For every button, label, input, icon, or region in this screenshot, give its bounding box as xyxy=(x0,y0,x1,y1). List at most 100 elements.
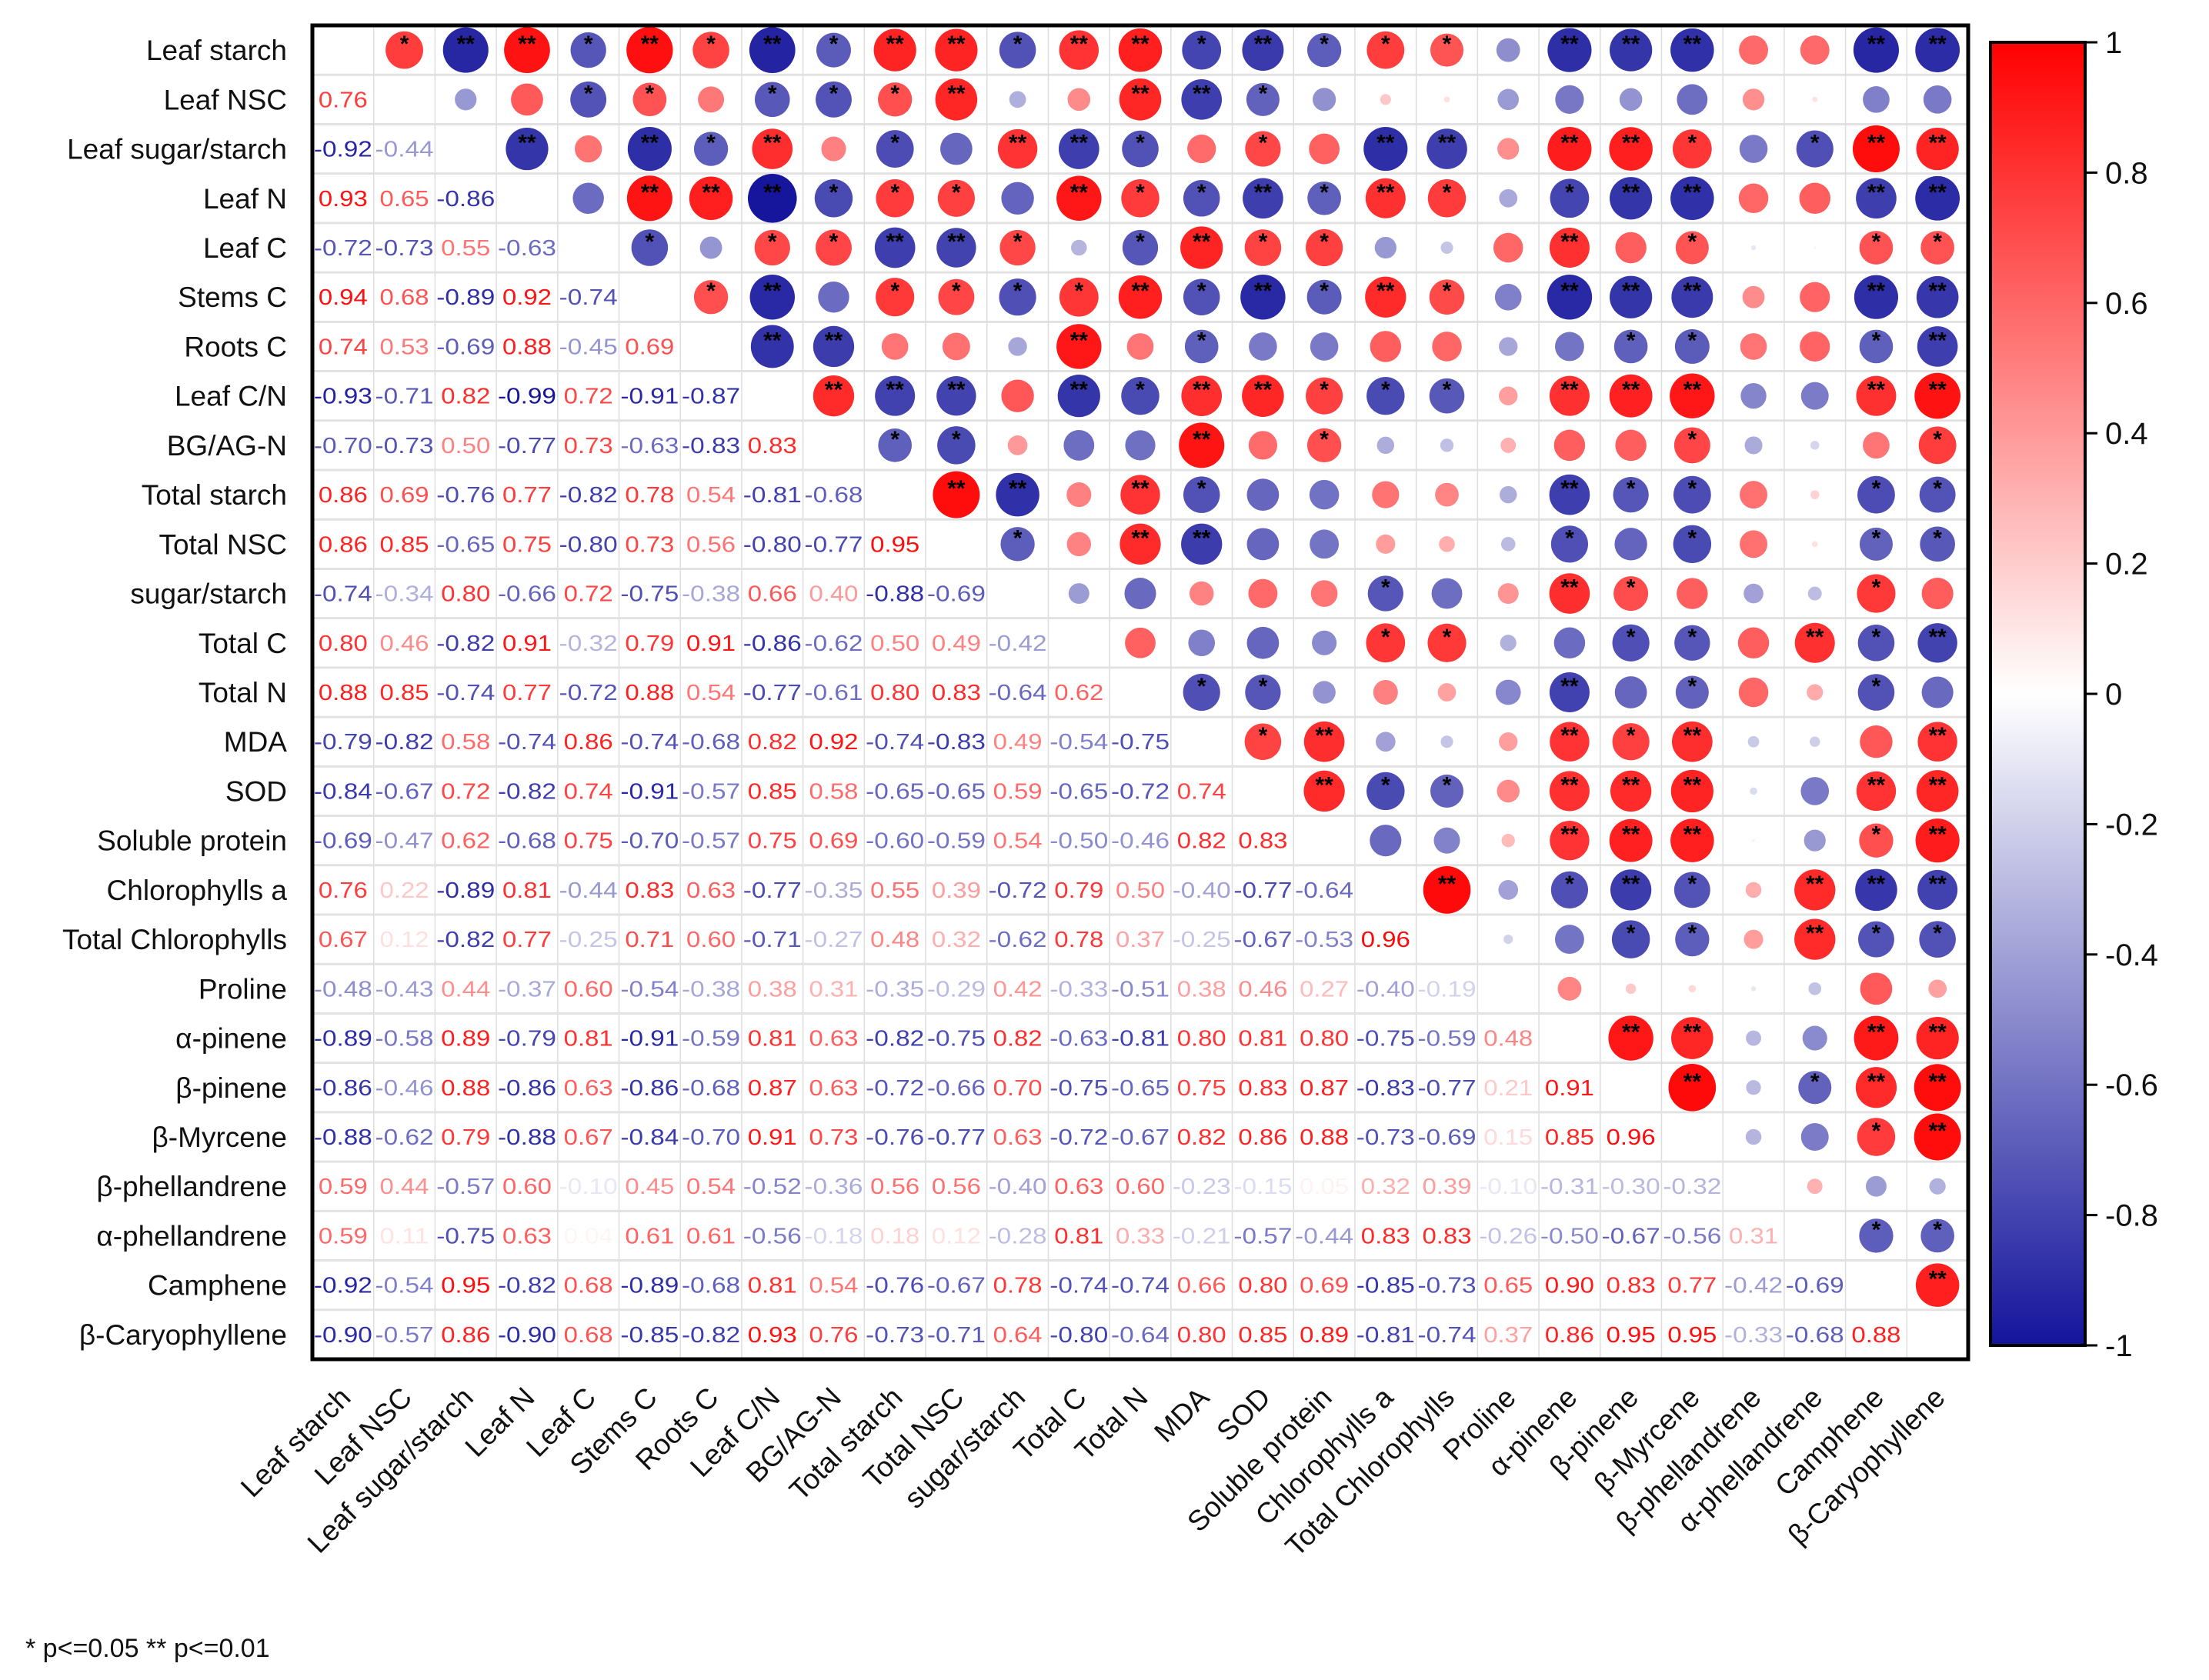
correlation-value: 0.70 xyxy=(993,1076,1043,1101)
correlation-value: -0.74 xyxy=(1049,1274,1108,1298)
significance-star: * xyxy=(1687,674,1697,699)
correlation-value: -0.81 xyxy=(743,483,802,508)
correlation-value: 0.63 xyxy=(686,878,736,903)
correlation-circle xyxy=(1118,275,1163,319)
correlation-value: 0.85 xyxy=(1238,1323,1287,1348)
correlation-circle xyxy=(455,88,477,111)
correlation-value: -0.74 xyxy=(436,681,495,705)
correlation-value: -0.54 xyxy=(375,1274,434,1298)
correlation-circle xyxy=(1494,283,1522,311)
correlation-circle xyxy=(1857,574,1896,613)
correlation-value: 0.60 xyxy=(1116,1175,1165,1199)
correlation-circle xyxy=(1310,332,1339,361)
correlation-circle xyxy=(876,179,914,218)
correlation-circle xyxy=(1503,935,1513,945)
correlation-value: 0.93 xyxy=(748,1323,797,1348)
correlation-circle xyxy=(937,426,976,465)
correlation-circle xyxy=(1612,624,1650,662)
correlation-value: -0.82 xyxy=(498,1274,556,1298)
correlation-value: 0.88 xyxy=(625,681,674,705)
significance-star: * xyxy=(1933,525,1942,551)
correlation-circle xyxy=(1915,175,1960,221)
significance-star: ** xyxy=(1806,921,1824,946)
correlation-value: -0.59 xyxy=(1418,1027,1477,1052)
correlation-value: 0.31 xyxy=(1729,1224,1778,1248)
correlation-circle xyxy=(1001,182,1034,215)
correlation-value: -0.54 xyxy=(1049,730,1108,755)
correlation-value: -0.75 xyxy=(620,582,679,607)
correlation-value: -0.68 xyxy=(1786,1323,1844,1348)
correlation-value: -0.73 xyxy=(866,1323,924,1348)
correlation-circle xyxy=(1549,474,1590,515)
correlation-circle xyxy=(1610,770,1652,812)
significance-star: * xyxy=(1810,1069,1820,1095)
correlation-circle xyxy=(1671,276,1713,318)
significance-star: * xyxy=(1687,476,1697,502)
correlation-value: 0.69 xyxy=(380,483,429,508)
significance-star: * xyxy=(1872,921,1881,946)
correlation-value: 0.92 xyxy=(502,285,552,310)
correlation-circle xyxy=(1380,94,1391,105)
correlation-value: -0.73 xyxy=(375,434,434,458)
correlation-circle xyxy=(1180,226,1223,269)
correlation-value: -0.73 xyxy=(375,236,434,261)
correlation-circle xyxy=(1808,982,1822,995)
correlation-value: 0.54 xyxy=(686,483,736,508)
correlation-value: 0.54 xyxy=(686,1175,736,1199)
significance-star: ** xyxy=(763,180,782,205)
correlation-circle xyxy=(504,27,550,73)
correlation-circle xyxy=(1917,722,1957,762)
correlation-value: -0.88 xyxy=(498,1125,556,1150)
correlation-circle xyxy=(1009,91,1026,108)
correlation-circle xyxy=(1610,869,1652,911)
correlation-value: 0.81 xyxy=(1054,1224,1103,1248)
correlation-circle xyxy=(1807,684,1824,701)
correlation-value: 0.86 xyxy=(564,730,613,755)
correlation-value: 0.75 xyxy=(748,829,797,854)
significance-star: ** xyxy=(1131,32,1150,57)
correlation-circle xyxy=(1746,1080,1761,1095)
significance-star: ** xyxy=(947,229,966,255)
significance-star: * xyxy=(1872,625,1881,650)
correlation-circle xyxy=(1547,28,1592,72)
row-label: Chlorophylls a xyxy=(107,875,288,906)
correlation-circle xyxy=(689,176,733,221)
correlation-value: -0.70 xyxy=(620,829,679,854)
significance-star: * xyxy=(1565,525,1574,551)
colorbar-tick-label: -0.8 xyxy=(2105,1199,2158,1233)
significance-star: ** xyxy=(1193,427,1211,452)
significance-star: ** xyxy=(947,378,966,403)
correlation-circle xyxy=(1673,872,1710,908)
correlation-value: -0.69 xyxy=(1786,1274,1844,1298)
correlation-circle xyxy=(1856,375,1897,416)
significance-star: ** xyxy=(1928,278,1947,304)
correlation-value: -0.71 xyxy=(375,385,434,409)
significance-star: ** xyxy=(1560,822,1579,848)
correlation-circle xyxy=(1430,33,1464,67)
correlation-circle xyxy=(1800,282,1830,312)
significance-star: * xyxy=(952,180,961,205)
correlation-value: 0.68 xyxy=(380,285,429,310)
significance-star: ** xyxy=(1560,674,1579,699)
correlation-value: 0.64 xyxy=(993,1323,1043,1348)
correlation-circle xyxy=(1612,723,1650,761)
correlation-circle xyxy=(1550,178,1590,218)
correlation-value: -0.60 xyxy=(866,829,924,854)
correlation-circle xyxy=(813,325,855,368)
correlation-circle xyxy=(1810,490,1820,499)
correlation-value: -0.42 xyxy=(1724,1274,1783,1298)
significance-star: * xyxy=(1136,180,1145,205)
significance-star: * xyxy=(890,427,899,452)
correlation-circle xyxy=(575,135,602,163)
row-label: Total N xyxy=(199,677,287,708)
correlation-circle xyxy=(1613,576,1649,612)
correlation-circle xyxy=(1554,925,1584,955)
correlation-value: -0.43 xyxy=(375,977,434,1002)
significance-star: ** xyxy=(1376,278,1395,304)
significance-star: ** xyxy=(641,131,659,156)
correlation-circle xyxy=(1670,28,1714,72)
significance-star: ** xyxy=(886,229,905,255)
correlation-value: -0.50 xyxy=(1540,1224,1599,1248)
correlation-circle xyxy=(1366,623,1406,663)
correlation-circle xyxy=(1056,324,1102,369)
